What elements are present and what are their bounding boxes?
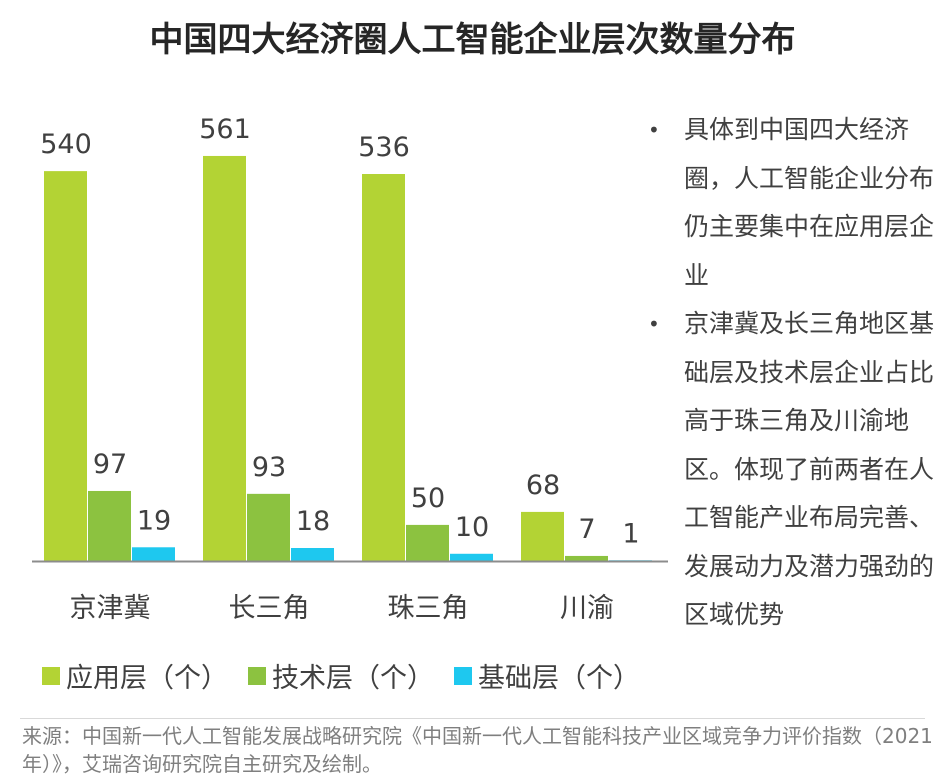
category-label: 川渝 bbox=[560, 593, 614, 624]
legend-item: 技术层（个） bbox=[248, 656, 434, 695]
chart-title: 中国四大经济圈人工智能企业层次数量分布 bbox=[149, 20, 796, 60]
bar bbox=[362, 174, 405, 561]
data-label: 540 bbox=[40, 129, 92, 160]
notes-list: 具体到中国四大经济圈，人工智能企业分布仍主要集中在应用层企业 京津冀及长三角地区… bbox=[648, 106, 938, 640]
bar bbox=[88, 490, 131, 561]
bar bbox=[565, 555, 608, 561]
data-label: 93 bbox=[252, 452, 286, 483]
legend-item: 应用层（个） bbox=[42, 656, 228, 695]
bar bbox=[450, 553, 493, 561]
data-label: 10 bbox=[455, 512, 489, 543]
data-label: 68 bbox=[526, 470, 560, 501]
category-label: 珠三角 bbox=[388, 593, 469, 624]
category-label: 京津冀 bbox=[70, 593, 151, 624]
note-item: 具体到中国四大经济圈，人工智能企业分布仍主要集中在应用层企业 bbox=[648, 106, 938, 300]
bar bbox=[521, 511, 564, 561]
data-label: 7 bbox=[578, 514, 595, 545]
data-label: 18 bbox=[296, 506, 330, 537]
data-label: 19 bbox=[137, 505, 171, 536]
legend-swatch bbox=[42, 666, 60, 685]
note-item: 京津冀及长三角地区基础层及技术层企业占比高于珠三角及川渝地区。体现了前两者在人工… bbox=[648, 300, 938, 640]
bar bbox=[247, 493, 290, 561]
divider bbox=[20, 718, 925, 719]
legend-label: 基础层（个） bbox=[478, 663, 640, 694]
data-label: 50 bbox=[411, 483, 445, 514]
bar bbox=[203, 155, 246, 561]
legend-label: 应用层（个） bbox=[66, 663, 228, 694]
bar-chart: 540 97 19 京津冀 561 93 18 长三角 536 50 10 珠三角 68 7 1 川渝 bbox=[32, 114, 668, 624]
legend-swatch bbox=[248, 666, 266, 685]
source-note: 来源：中国新一代人工智能发展战略研究院《中国新一代人工智能科技产业区域竞争力评价… bbox=[22, 724, 933, 776]
data-label: 97 bbox=[93, 449, 127, 480]
bar bbox=[406, 524, 449, 561]
data-label: 536 bbox=[358, 132, 410, 163]
legend-label: 技术层（个） bbox=[272, 663, 434, 694]
legend-swatch bbox=[454, 666, 472, 685]
bar bbox=[132, 547, 175, 561]
bar bbox=[44, 171, 87, 561]
data-label: 1 bbox=[622, 518, 639, 549]
legend-item: 基础层（个） bbox=[454, 656, 640, 695]
bar bbox=[291, 548, 334, 561]
legend: 应用层（个） 技术层（个） 基础层（个） bbox=[42, 656, 640, 695]
data-label: 561 bbox=[199, 114, 251, 145]
category-label: 长三角 bbox=[229, 593, 310, 624]
